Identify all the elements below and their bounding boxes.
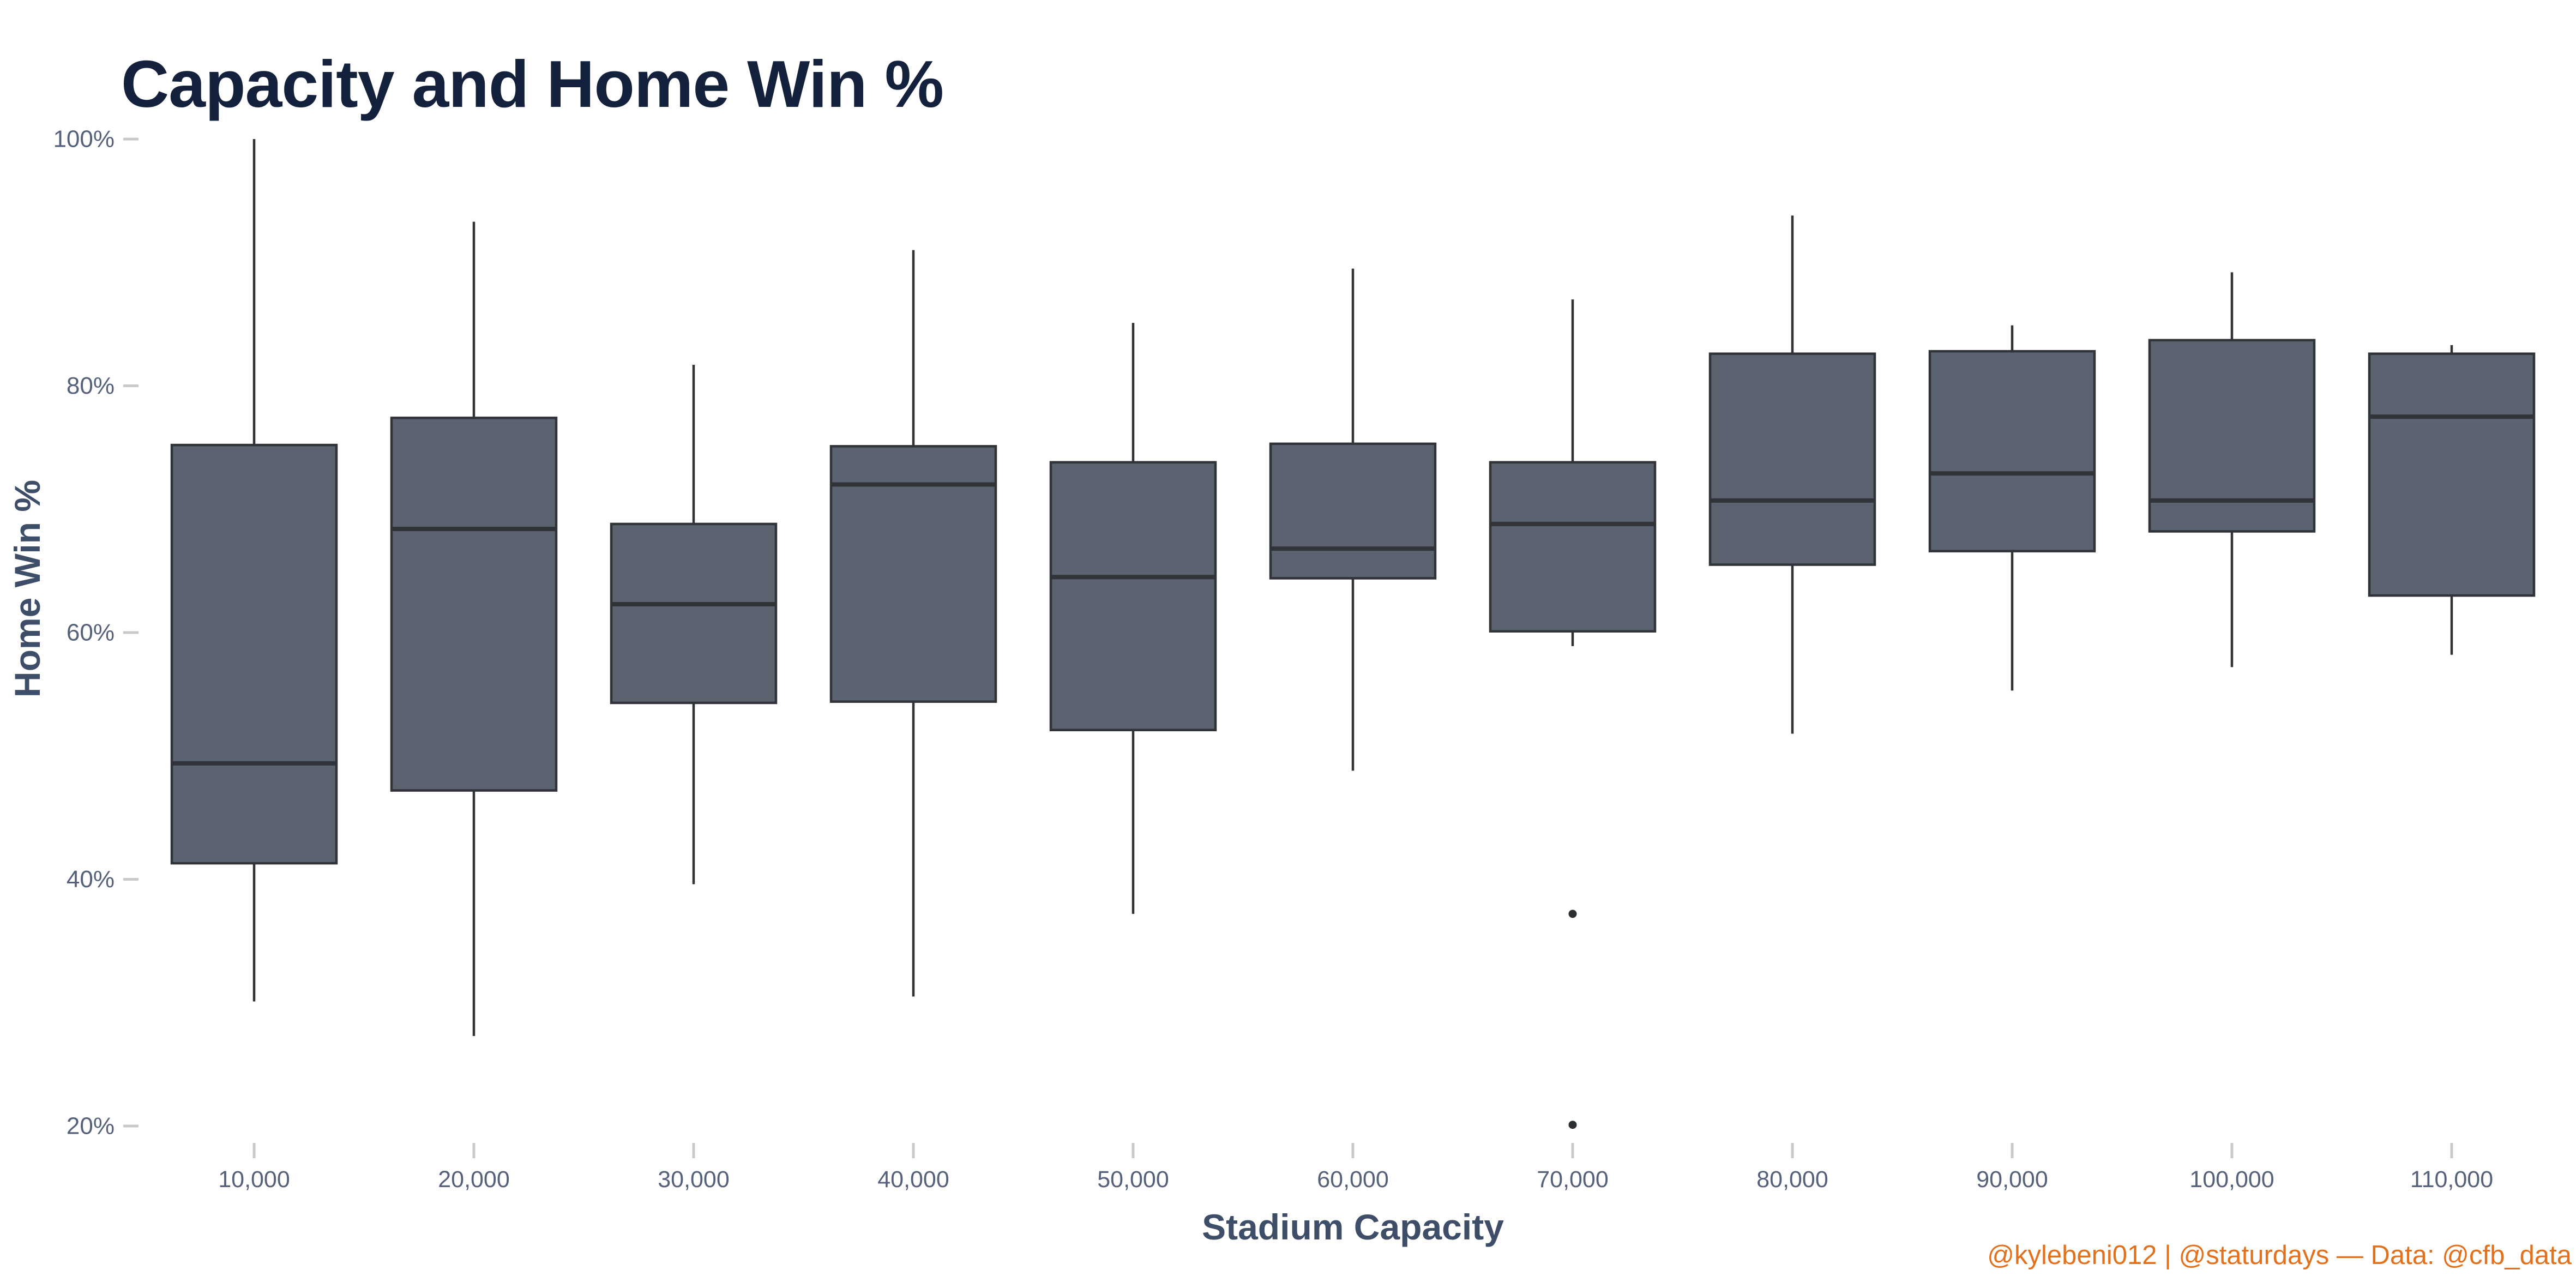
box-iqr (1708, 352, 1876, 566)
x-tick-label: 30,000 (658, 1166, 730, 1193)
x-tick-mark (1791, 1143, 1794, 1158)
box-iqr (170, 443, 338, 865)
x-tick-label: 50,000 (1097, 1166, 1169, 1193)
x-tick-label: 90,000 (1976, 1166, 2048, 1193)
chart-title: Capacity and Home Win % (121, 46, 944, 121)
x-tick-mark (1571, 1143, 1574, 1158)
box-iqr (1269, 442, 1437, 580)
y-tick-mark (123, 631, 139, 634)
y-tick-label: 40% (67, 866, 115, 893)
box-iqr (829, 445, 997, 703)
y-tick-label: 20% (67, 1113, 115, 1140)
x-tick-label: 10,000 (218, 1166, 290, 1193)
x-axis-title: Stadium Capacity (1202, 1207, 1504, 1247)
y-tick-mark (123, 1124, 139, 1128)
y-tick-mark (123, 137, 139, 141)
x-tick-mark (2011, 1143, 2014, 1158)
x-tick-mark (1131, 1143, 1135, 1158)
x-tick-mark (252, 1143, 256, 1158)
y-tick-mark (123, 384, 139, 387)
x-tick-mark (2230, 1143, 2234, 1158)
x-tick-label: 110,000 (2410, 1166, 2493, 1193)
x-tick-label: 100,000 (2189, 1166, 2274, 1193)
x-tick-mark (692, 1143, 695, 1158)
y-tick-label: 60% (67, 619, 115, 646)
x-tick-mark (472, 1143, 476, 1158)
x-tick-label: 80,000 (1756, 1166, 1828, 1193)
outlier-point (1568, 1121, 1577, 1129)
y-tick-mark (123, 878, 139, 881)
attribution-text: @kylebeni012 | @staturdays — Data: @cfb_… (1987, 1241, 2572, 1270)
y-tick-label: 100% (53, 126, 115, 153)
y-tick-label: 80% (67, 372, 115, 399)
x-tick-mark (1351, 1143, 1355, 1158)
x-tick-label: 60,000 (1317, 1166, 1389, 1193)
box-iqr (1049, 461, 1217, 731)
box-iqr (390, 417, 558, 792)
x-tick-label: 70,000 (1537, 1166, 1609, 1193)
x-tick-mark (2450, 1143, 2453, 1158)
box-iqr (1489, 461, 1657, 633)
box-iqr (610, 522, 778, 705)
outlier-point (1568, 910, 1577, 918)
x-tick-label: 40,000 (877, 1166, 949, 1193)
box-iqr (2368, 352, 2536, 597)
x-tick-label: 20,000 (438, 1166, 510, 1193)
x-tick-mark (912, 1143, 915, 1158)
box-iqr (1928, 350, 2096, 552)
